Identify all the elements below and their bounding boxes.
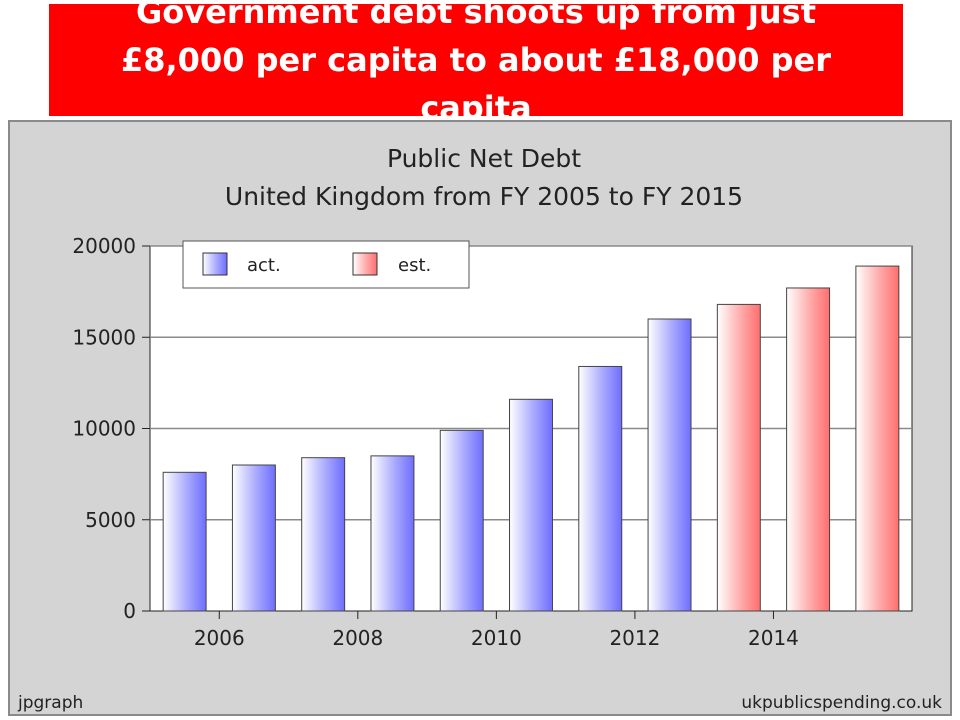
chart-subtitle: United Kingdom from FY 2005 to FY 2015: [225, 182, 743, 211]
x-tick-label: 2006: [194, 626, 245, 650]
x-tick-label: 2010: [471, 626, 522, 650]
bar-2015: [855, 265, 900, 612]
chart-frame: Public Net Debt United Kingdom from FY 2…: [8, 120, 952, 716]
legend-label-est: est.: [398, 255, 431, 276]
y-axis: 0 5000 10000 15000 20000: [72, 234, 150, 623]
chart-title: Public Net Debt: [387, 144, 581, 173]
legend-box: [182, 240, 470, 289]
bar-2010: [509, 398, 553, 612]
bar-2007: [301, 457, 346, 612]
headline-banner: Government debt shoots up from just £8,0…: [49, 0, 903, 127]
legend-swatch-est: [352, 252, 378, 276]
bar-2013: [716, 303, 761, 612]
x-tick-label: 2014: [748, 626, 799, 650]
bar-2014: [786, 287, 831, 612]
bar-2005: [162, 471, 207, 612]
footer-right: ukpublicspending.co.uk: [741, 693, 942, 713]
y-tick-label: 5000: [85, 508, 136, 532]
headline-text: Government debt shoots up from just £8,0…: [120, 0, 832, 127]
y-tick-label: 20000: [72, 234, 136, 258]
x-tick-label: 2008: [332, 626, 383, 650]
legend: act. est.: [182, 240, 470, 289]
bar-2006: [231, 464, 276, 612]
footer-left: jpgraph: [17, 693, 83, 713]
bar-chart: Public Net Debt United Kingdom from FY 2…: [17, 144, 942, 713]
bars: [162, 265, 900, 612]
y-tick-label: 0: [123, 599, 136, 623]
bar-2011: [578, 365, 623, 612]
legend-label-act: act.: [247, 255, 281, 276]
bar-2009: [439, 429, 484, 612]
bar-2008: [370, 455, 415, 612]
bar-2012: [647, 318, 692, 612]
x-axis: 2006 2008 2010 2012 2014: [194, 611, 799, 650]
x-tick-label: 2012: [609, 626, 660, 650]
y-tick-label: 10000: [72, 417, 136, 441]
legend-swatch-act: [202, 252, 228, 276]
y-tick-label: 15000: [72, 325, 136, 349]
